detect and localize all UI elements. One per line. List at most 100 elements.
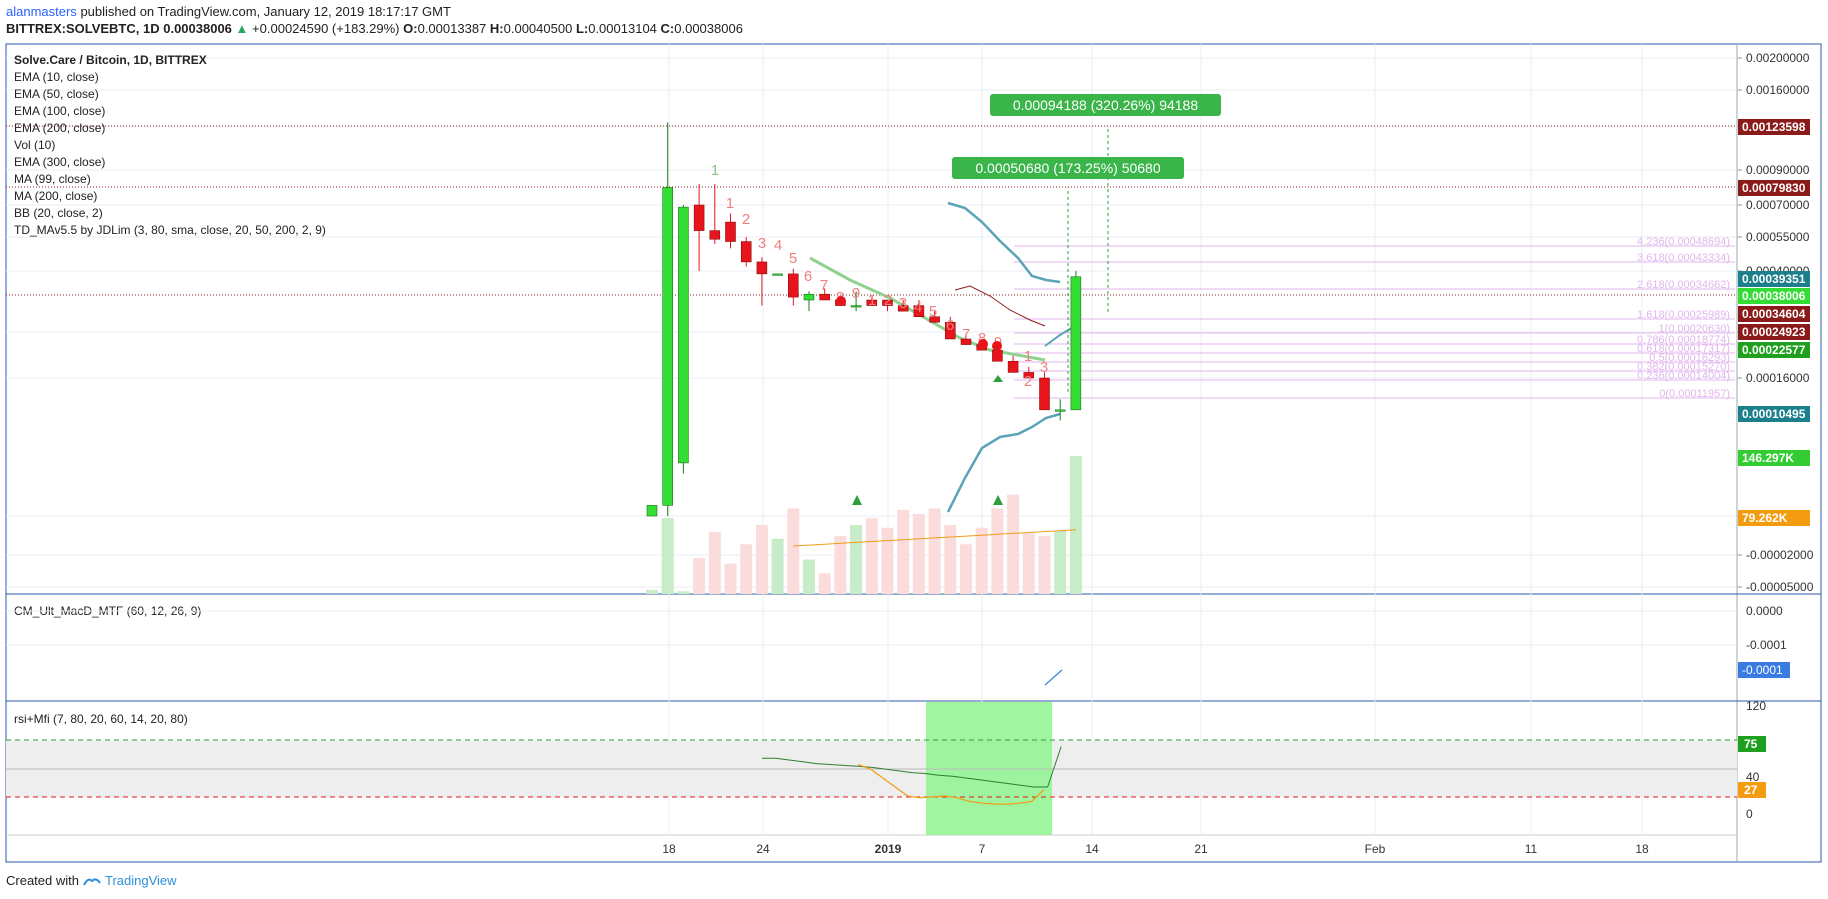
price-tag-label: 146.297K <box>1742 451 1794 465</box>
volume-bar <box>724 563 737 594</box>
target-label: 0.00050680 (173.25%) 50680 <box>975 160 1160 176</box>
close-label: C: <box>660 21 675 36</box>
price-axis-label: 0.00200000 <box>1746 51 1810 65</box>
candle-body <box>882 299 893 306</box>
fib-level-label: 0.236(0.00014004) <box>1637 370 1730 382</box>
fib-level-label: 0.618(0.00017317) <box>1637 343 1730 355</box>
fib-level-label: 3.618(0.00043334) <box>1637 252 1730 264</box>
time-axis-label: 11 <box>1525 842 1538 856</box>
rsi-pane-title: rsi+Mfi (7, 80, 20, 60, 14, 20, 80) <box>14 712 188 726</box>
price-tag <box>1738 271 1810 287</box>
time-axis-label: 18 <box>1635 842 1649 856</box>
td-count-label: 1 <box>726 195 734 212</box>
volume-bar <box>865 518 878 594</box>
price-tag <box>1738 342 1810 358</box>
bollinger-lower-band <box>946 412 1061 513</box>
volume-bar <box>661 518 674 594</box>
price-tag-label: 0.00024923 <box>1742 325 1806 339</box>
candle-body <box>678 206 689 464</box>
low-value: 0.00013104 <box>588 21 657 36</box>
ema-dark-red-line <box>954 285 1046 327</box>
author-link[interactable]: alanmasters <box>6 4 77 19</box>
price-axis-label: 0.00016000 <box>1746 371 1810 385</box>
time-axis-label: 24 <box>756 842 770 856</box>
volume-bar <box>975 527 988 594</box>
indicator-legend-item: MA (99, close) <box>14 172 91 186</box>
price-tag-label: 0.00038006 <box>1742 289 1806 303</box>
candle-body <box>866 299 878 306</box>
publish-header: alanmasters published on TradingView.com… <box>6 4 451 20</box>
buy-arrow-icon <box>993 375 1003 382</box>
chart-frame <box>5 43 1822 863</box>
td-count-label: 6 <box>946 317 954 334</box>
td-marker-circle <box>836 296 846 306</box>
indicator-legend-item: TD_MAv5.5 by JDLim (3, 80, sma, close, 2… <box>14 223 326 237</box>
candle-body <box>913 305 925 317</box>
candle-body <box>740 241 752 263</box>
price-axis-label: -0.00002000 <box>1746 548 1814 562</box>
price-tag <box>1738 288 1810 304</box>
candle-body <box>788 273 799 298</box>
candle-body <box>897 305 909 312</box>
candle-body <box>929 316 940 323</box>
indicator-legend-item: EMA (100, close) <box>14 104 105 118</box>
volume-bar <box>897 509 910 594</box>
open-label: O: <box>403 21 418 36</box>
td-count-label: 5 <box>789 250 797 267</box>
volume-bar <box>1069 456 1082 594</box>
candle-body <box>992 349 1003 362</box>
td-count-label: 5 <box>929 303 937 320</box>
volume-bar <box>803 559 815 594</box>
candle-body <box>1054 409 1066 412</box>
open-value: 0.00013387 <box>417 21 487 36</box>
time-axis-label: 2019 <box>875 842 902 856</box>
indicator-legend-item: EMA (200, close) <box>14 121 105 135</box>
candle-body <box>1039 377 1050 411</box>
td-count-label: 1 <box>868 292 876 309</box>
time-axis-label: 21 <box>1194 842 1208 856</box>
target-label: 0.00094188 (320.26%) 94188 <box>1013 97 1198 113</box>
td-count-label: 2 <box>1024 373 1032 390</box>
volume-bar <box>693 558 706 594</box>
close-value: 0.00038006 <box>674 21 743 36</box>
fib-level-label: 1.618(0.00025989) <box>1637 309 1730 321</box>
td-count-label: 3 <box>899 295 907 312</box>
td-count-label: 7 <box>820 277 828 294</box>
volume-bar <box>850 525 863 594</box>
high-value: 0.00040500 <box>503 21 573 36</box>
buy-triangle-icon <box>993 495 1003 505</box>
indicator-legend-item: EMA (50, close) <box>14 87 99 101</box>
published-text: published on TradingView.com, January 12… <box>80 4 451 19</box>
td-count-label: 9 <box>852 285 860 302</box>
macd-axis-label: -0.0001 <box>1746 638 1787 652</box>
candle-body <box>772 273 783 276</box>
created-with-text: Created with <box>6 873 79 888</box>
low-label: L: <box>575 21 589 36</box>
candle-body <box>725 221 736 242</box>
price-tag <box>1738 406 1810 422</box>
volume-bar <box>881 527 894 594</box>
td-count-label: 8 <box>978 330 986 347</box>
fib-level-label: 0(0.00011957) <box>1659 388 1730 400</box>
price-tag-label: 0.00123598 <box>1742 120 1806 134</box>
td-count-label: 7 <box>962 326 970 343</box>
high-label: H: <box>489 21 504 36</box>
candle-body <box>803 293 815 301</box>
macd-price-tag <box>1738 662 1790 678</box>
tradingview-logo-icon <box>83 877 101 885</box>
td-marker-circle <box>992 341 1002 351</box>
price-axis-label: 0.00055000 <box>1746 230 1810 244</box>
rsi-price-tag-label: 27 <box>1744 783 1758 797</box>
volume-bar <box>818 573 831 594</box>
td-count-label: 4 <box>774 237 782 254</box>
candle-body <box>850 305 862 308</box>
target-box <box>952 157 1184 179</box>
volume-ma-line <box>793 529 1076 547</box>
tradingview-link[interactable]: TradingView <box>104 873 177 888</box>
macd-axis-label: 0.0000 <box>1746 604 1783 618</box>
volume-bar <box>944 525 957 594</box>
rsi-axis-label: 0 <box>1746 807 1753 821</box>
price-axis-label: 0.00070000 <box>1746 198 1810 212</box>
footer: Created with TradingView <box>6 873 177 888</box>
